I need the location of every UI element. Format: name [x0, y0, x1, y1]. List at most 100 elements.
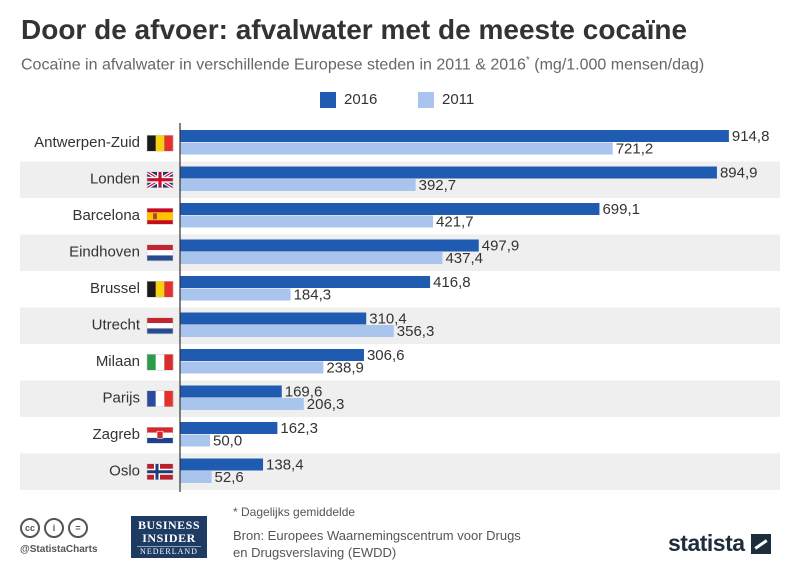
flag-stripe: [147, 255, 173, 262]
flag-stripe: [155, 135, 165, 152]
bar-2016-utrecht: [180, 312, 367, 325]
legend-item-2011[interactable]: 2011: [418, 91, 474, 108]
value-label-2016-londen: 894,9: [720, 165, 758, 182]
flag-stripe: [147, 323, 173, 329]
row-band: [20, 380, 780, 417]
flag-stripe: [147, 317, 173, 324]
uk-flag-icon: [146, 170, 174, 190]
bi-logo-line1: BUSINESS: [137, 518, 201, 532]
netherlands-flag-icon: [146, 244, 174, 262]
flag-border: [146, 354, 174, 371]
flag-border: [146, 208, 174, 225]
bar-2016-milaan: [180, 349, 364, 361]
value-label-2016-brussel: 416,8: [433, 274, 471, 291]
netherlands-flag-icon: [146, 317, 174, 335]
bi-logo-line2: INSIDER: [142, 531, 196, 545]
legend-swatch-2016: [320, 91, 336, 108]
value-label-2016-zagreb: 162,3: [280, 420, 318, 437]
bar-2011-parijs: [180, 398, 304, 410]
flag-stripe: [164, 135, 174, 152]
flag-stripe: [164, 390, 174, 407]
statista-charts-handle: @StatistaCharts: [20, 544, 98, 555]
chart-title: Door de afvoer: afvalwater met de meeste…: [21, 14, 688, 45]
value-label-2011-eindhoven: 437,4: [445, 250, 483, 267]
flag-cross-blue-h: [147, 470, 173, 474]
value-label-2011-londen: 392,7: [419, 177, 457, 194]
flag-stripe: [147, 216, 173, 221]
flag-stripe: [147, 390, 156, 407]
flag-stripe: [147, 354, 156, 371]
flag-stripe: [147, 281, 156, 298]
flag-stripe: [147, 427, 173, 433]
category-label-barcelona: Barcelona: [72, 207, 140, 224]
value-label-2016-antwerpen-zuid: 914,8: [732, 128, 770, 145]
bar-2016-barcelona: [180, 203, 600, 215]
flag-stripe: [147, 437, 173, 444]
value-label-2016-eindhoven: 497,9: [482, 238, 520, 255]
bar-2016-zagreb: [180, 422, 278, 434]
value-label-2011-milaan: 238,9: [326, 360, 364, 377]
value-label-2011-parijs: 206,3: [307, 396, 345, 413]
flag-border: [146, 427, 174, 444]
category-label-brussel: Brussel: [90, 280, 140, 297]
category-label-milaan: Milaan: [96, 353, 140, 370]
source-note: Bron: Europees Waarnemingscentrum voor D…: [233, 528, 521, 560]
croatia-flag-icon: [146, 427, 174, 444]
bar-2016-londen: [180, 166, 717, 179]
statista-icon: [750, 533, 771, 554]
chart-legend: 2016 2011: [0, 91, 800, 113]
flag-stripe: [147, 208, 173, 213]
category-label-antwerpen-zuid: Antwerpen-Zuid: [34, 134, 140, 151]
subtitle-text: Cocaïne in afvalwater in verschillende E…: [21, 56, 526, 74]
flag-shield: [156, 430, 164, 439]
france-flag-icon: [146, 390, 174, 407]
value-label-2016-barcelona: 699,1: [602, 201, 640, 218]
legend-item-2016[interactable]: 2016: [320, 91, 377, 108]
spain-flag-icon: [146, 208, 174, 225]
bar-2016-brussel: [180, 276, 431, 288]
statista-wordmark: statista: [668, 530, 745, 556]
bar-2016-parijs: [180, 385, 282, 398]
bar-2011-barcelona: [180, 215, 434, 228]
category-label-londen: Londen: [90, 171, 140, 188]
bar-2011-eindhoven: [180, 252, 443, 264]
flag-stripe: [147, 135, 156, 152]
flag-border: [146, 171, 174, 188]
license-icons: cc i =: [20, 518, 88, 538]
bar-2016-eindhoven: [180, 239, 479, 252]
italy-flag-icon: [146, 354, 174, 371]
flag-stripe: [155, 281, 165, 298]
business-insider-logo: BUSINESS INSIDER NEDERLAND: [131, 516, 207, 558]
legend-swatch-2011: [418, 91, 434, 108]
flag-stripe: [147, 212, 173, 217]
flag-stripe: [164, 354, 174, 371]
legend-label-2011: 2011: [442, 91, 475, 108]
bar-2011-londen: [180, 179, 416, 191]
value-label-2011-antwerpen-zuid: 721,2: [616, 141, 654, 158]
bar-chart: Antwerpen-Zuid 914,8 721,2 Londen 894,9 392,7…: [20, 123, 780, 492]
flag-stripe: [155, 354, 165, 371]
bar-2011-antwerpen-zuid: [180, 142, 613, 155]
attribution-icon: i: [44, 518, 64, 538]
flag-stripe: [164, 281, 174, 298]
belgium-flag-icon: [146, 135, 174, 152]
value-label-2011-utrecht: 356,3: [397, 323, 435, 340]
flag-border: [146, 317, 174, 334]
legend-label-2016: 2016: [344, 91, 378, 108]
row-band: [20, 453, 780, 490]
footnote: * Dagelijks gemiddelde: [233, 505, 356, 519]
value-label-2011-oslo: 52,6: [215, 469, 244, 486]
flag-cross-red: [147, 178, 173, 182]
value-label-2016-utrecht: 310,4: [369, 311, 407, 328]
flag-border: [146, 135, 174, 152]
bar-2011-utrecht: [180, 325, 394, 337]
row-band: [20, 307, 780, 344]
bar-2016-antwerpen-zuid: [180, 130, 729, 142]
bar-2011-brussel: [180, 288, 291, 301]
norway-flag-icon: [146, 463, 174, 480]
category-label-zagreb: Zagreb: [92, 426, 140, 443]
flag-emblem: [153, 213, 157, 220]
belgium-flag-icon: [146, 281, 174, 298]
chart-subtitle: Cocaïne in afvalwater in verschillende E…: [21, 55, 704, 74]
value-label-2011-brussel: 184,3: [294, 287, 332, 304]
